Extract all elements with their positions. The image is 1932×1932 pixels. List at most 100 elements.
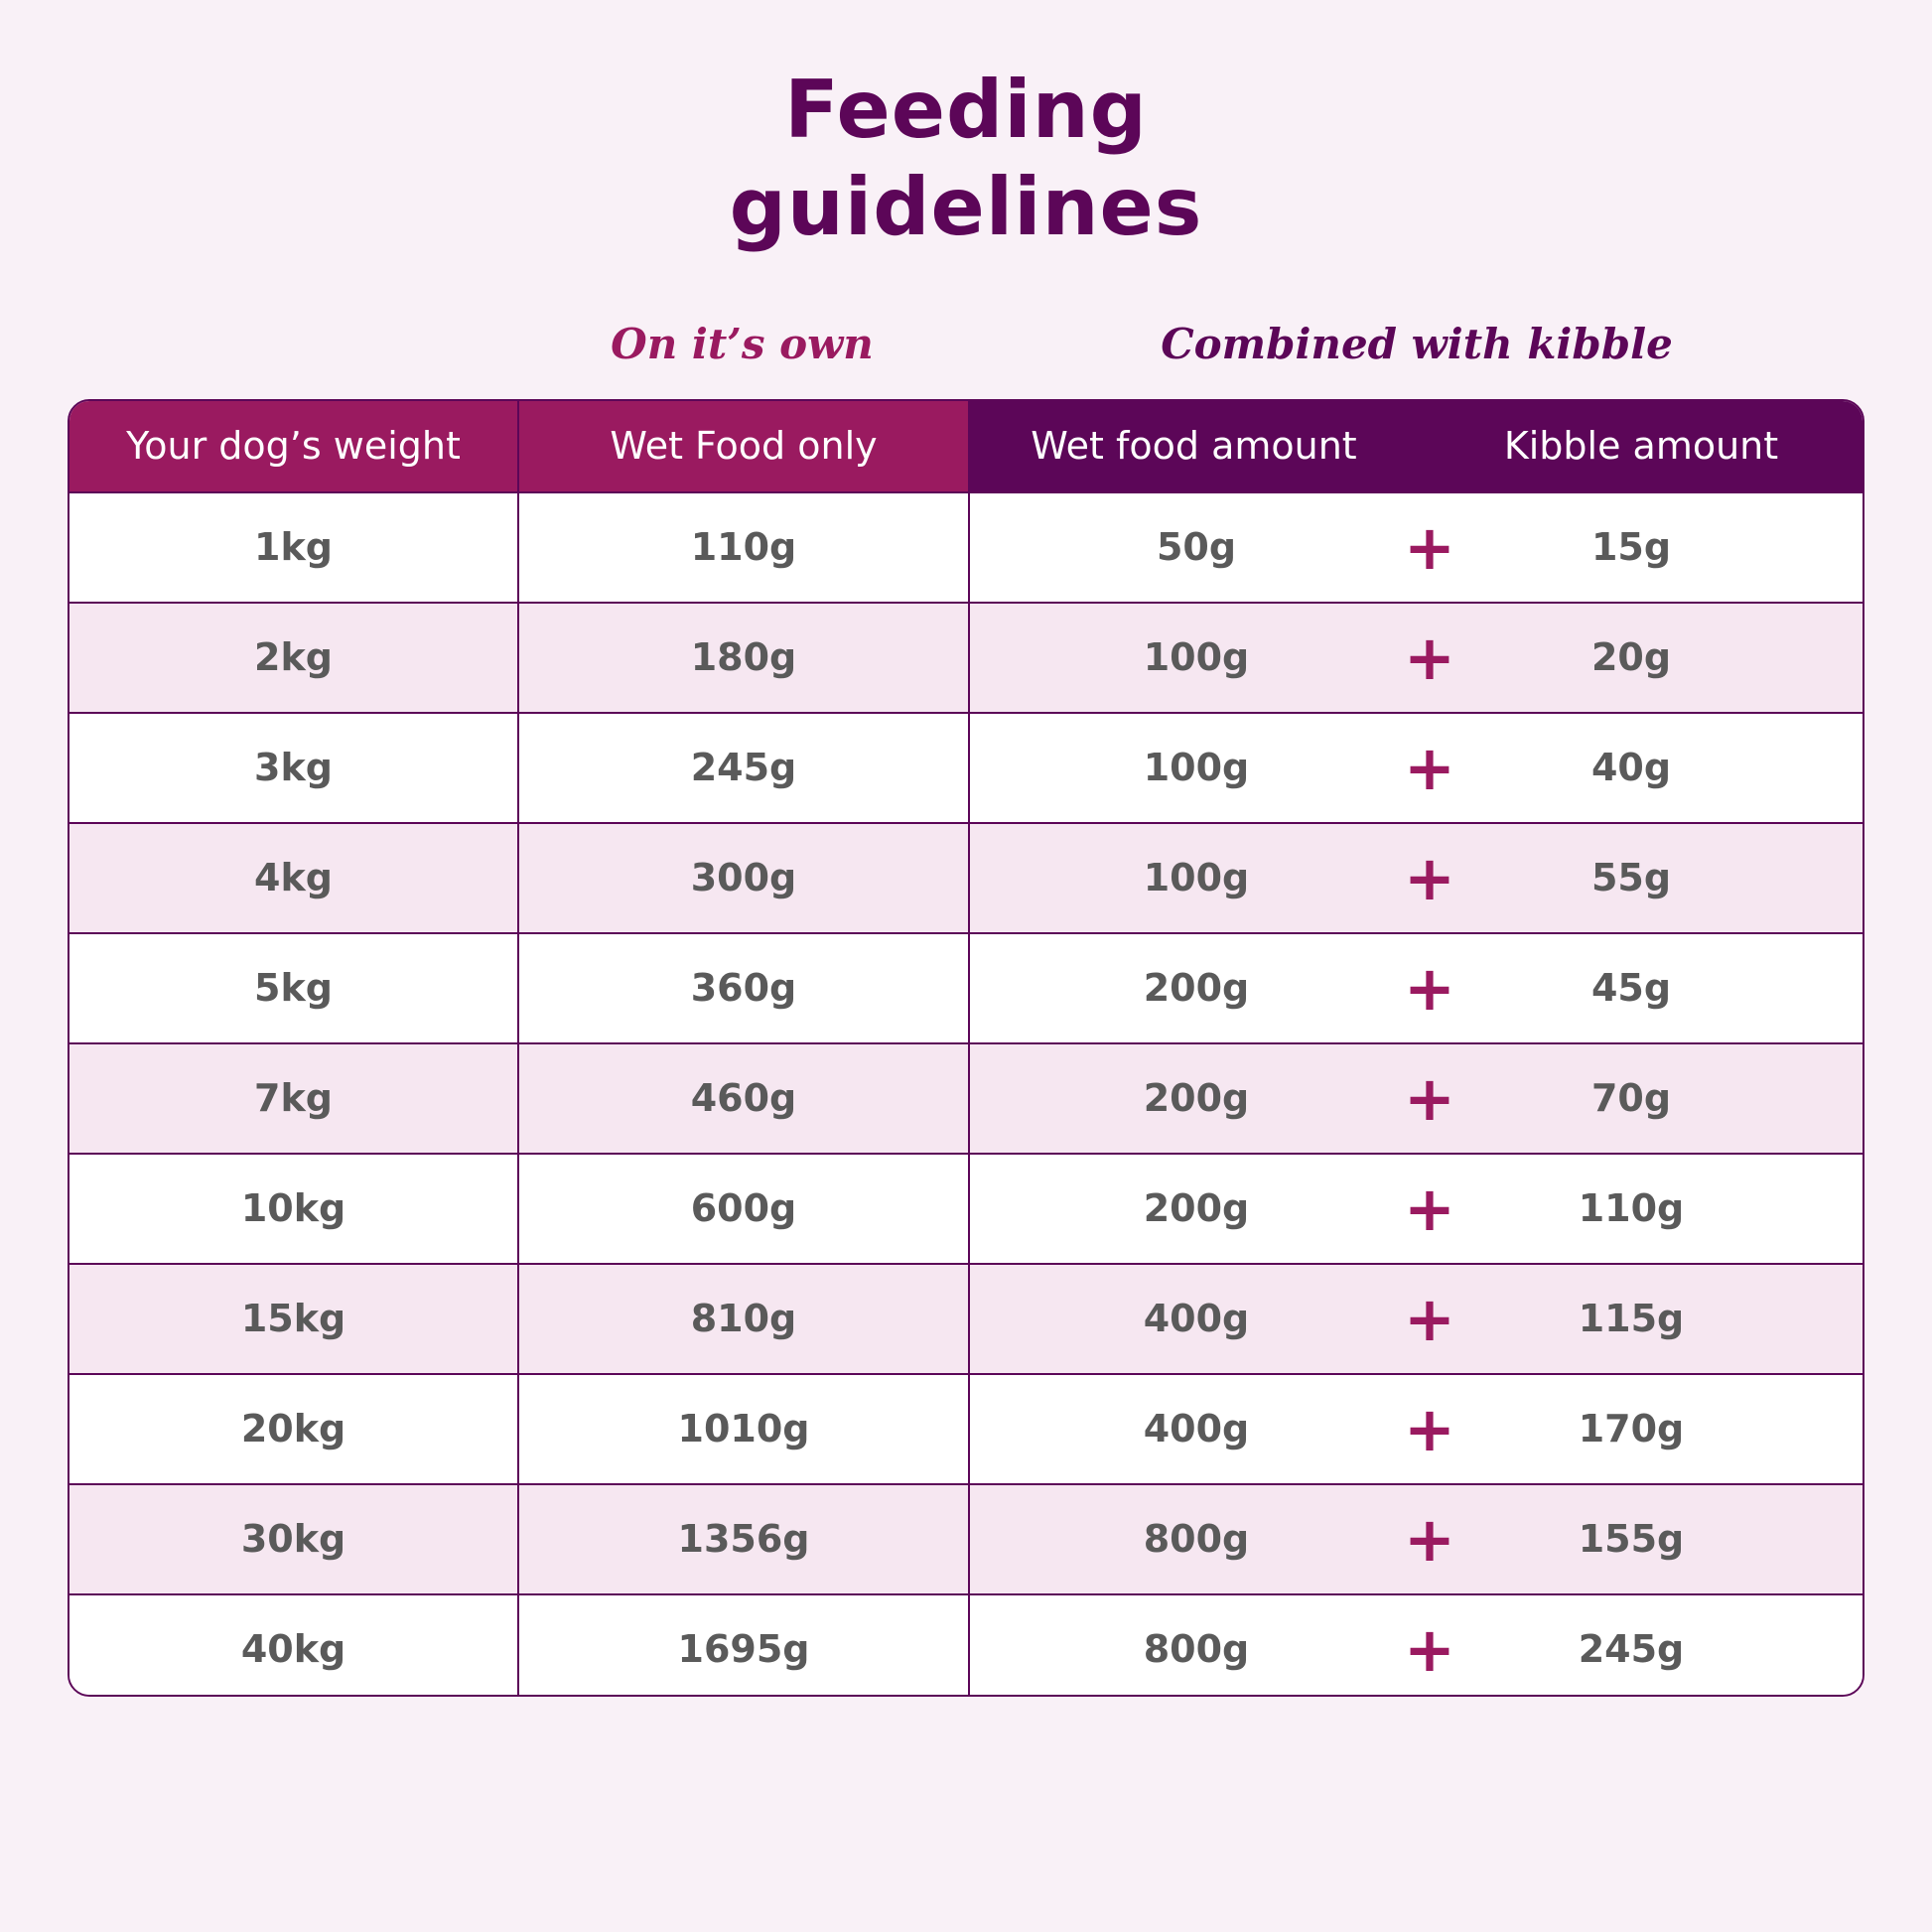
- column-divider: [517, 493, 519, 602]
- cell-wet-food-amount: 50g: [1156, 525, 1237, 569]
- column-divider: [517, 1265, 519, 1373]
- column-divider: [517, 1375, 519, 1483]
- header-kibble-amount: Kibble amount: [1503, 424, 1779, 468]
- cell-wet-food-only: 1695g: [677, 1627, 810, 1671]
- cell-kibble-amount: 245g: [1578, 1627, 1685, 1671]
- header-divider: [517, 401, 519, 491]
- cell-wet-food-only: 300g: [690, 856, 797, 899]
- column-divider: [517, 934, 519, 1042]
- cell-weight: 40kg: [240, 1627, 346, 1671]
- cell-wet-food-only: 810g: [690, 1297, 797, 1340]
- table-row: 5kg 360g 200g +45g: [69, 932, 1863, 1042]
- cell-kibble-amount: 15g: [1590, 525, 1672, 569]
- cell-wet-food-only: 1356g: [677, 1517, 810, 1561]
- cell-kibble-amount: 45g: [1590, 966, 1672, 1010]
- cell-wet-food-amount: 200g: [1143, 966, 1250, 1010]
- column-divider: [517, 604, 519, 712]
- cell-weight: 5kg: [254, 966, 333, 1010]
- cell-weight: 3kg: [254, 746, 333, 789]
- table-row: 2kg 180g 100g +20g: [69, 602, 1863, 712]
- cell-wet-food-amount: 100g: [1143, 746, 1250, 789]
- column-divider: [968, 934, 970, 1042]
- column-divider: [968, 1485, 970, 1593]
- cell-wet-food-amount: 400g: [1143, 1407, 1250, 1450]
- cell-kibble-amount: 155g: [1578, 1517, 1685, 1561]
- plus-icon: +: [1404, 842, 1455, 914]
- page-title: Feeding guidelines: [0, 62, 1932, 256]
- plus-icon: +: [1404, 1062, 1455, 1135]
- cell-wet-food-only: 360g: [690, 966, 797, 1010]
- column-divider: [968, 604, 970, 712]
- plus-icon: +: [1404, 621, 1455, 694]
- cell-wet-food-amount: 100g: [1143, 635, 1250, 679]
- column-divider: [968, 1595, 970, 1695]
- title-line-1: Feeding: [784, 64, 1148, 156]
- header-wet-food-amount: Wet food amount: [1031, 424, 1357, 468]
- cell-kibble-amount: 70g: [1590, 1076, 1672, 1120]
- plus-icon: +: [1404, 732, 1455, 804]
- column-divider: [968, 1044, 970, 1153]
- section-label-combined: Combined with kibble: [1161, 320, 1673, 368]
- cell-weight: 2kg: [254, 635, 333, 679]
- combined-header-background: [968, 401, 1863, 491]
- table-row: 30kg 1356g 800g +155g: [69, 1483, 1863, 1593]
- column-divider: [517, 1155, 519, 1263]
- cell-wet-food-amount: 100g: [1143, 856, 1250, 899]
- cell-wet-food-amount: 800g: [1143, 1517, 1250, 1561]
- title-line-2: guidelines: [729, 161, 1203, 253]
- cell-wet-food-only: 245g: [690, 746, 797, 789]
- column-divider: [968, 1375, 970, 1483]
- cell-weight: 15kg: [240, 1297, 346, 1340]
- cell-wet-food-only: 600g: [690, 1186, 797, 1230]
- cell-kibble-amount: 110g: [1578, 1186, 1685, 1230]
- cell-weight: 4kg: [254, 856, 333, 899]
- column-divider: [517, 1485, 519, 1593]
- cell-wet-food-amount: 800g: [1143, 1627, 1250, 1671]
- cell-weight: 7kg: [254, 1076, 333, 1120]
- section-label-own: On it’s own: [611, 320, 874, 368]
- plus-icon: +: [1404, 1283, 1455, 1355]
- table-row: 10kg 600g 200g +110g: [69, 1153, 1863, 1263]
- cell-kibble-amount: 20g: [1590, 635, 1672, 679]
- cell-kibble-amount: 170g: [1578, 1407, 1685, 1450]
- table-row: 4kg 300g 100g +55g: [69, 822, 1863, 932]
- cell-wet-food-only: 1010g: [677, 1407, 810, 1450]
- cell-wet-food-only: 110g: [690, 525, 797, 569]
- cell-kibble-amount: 115g: [1578, 1297, 1685, 1340]
- table-body: 1kg 110g 50g +15g 2kg 180g 100g +20g 3kg 245g 100g…: [69, 491, 1863, 1695]
- table-row: 15kg 810g 400g +115g: [69, 1263, 1863, 1373]
- cell-kibble-amount: 55g: [1590, 856, 1672, 899]
- cell-weight: 20kg: [240, 1407, 346, 1450]
- header-weight: Your dog’s weight: [69, 401, 517, 491]
- cell-wet-food-only: 180g: [690, 635, 797, 679]
- column-divider: [517, 714, 519, 822]
- cell-wet-food-amount: 400g: [1143, 1297, 1250, 1340]
- table-row: 3kg 245g 100g +40g: [69, 712, 1863, 822]
- column-divider: [517, 824, 519, 932]
- cell-weight: 10kg: [240, 1186, 346, 1230]
- cell-weight: 30kg: [240, 1517, 346, 1561]
- table-header-row: Your dog’s weight Wet Food only Wet food…: [69, 401, 1863, 491]
- cell-wet-food-amount: 200g: [1143, 1076, 1250, 1120]
- column-divider: [968, 714, 970, 822]
- plus-icon: +: [1404, 1173, 1455, 1245]
- plus-icon: +: [1404, 952, 1455, 1025]
- column-divider: [517, 1044, 519, 1153]
- cell-kibble-amount: 40g: [1590, 746, 1672, 789]
- plus-icon: +: [1404, 1613, 1455, 1686]
- table-row: 40kg 1695g 800g +245g: [69, 1593, 1863, 1695]
- column-divider: [517, 1595, 519, 1695]
- plus-icon: +: [1404, 1503, 1455, 1576]
- plus-icon: +: [1404, 1393, 1455, 1465]
- table-row: 7kg 460g 200g +70g: [69, 1042, 1863, 1153]
- plus-icon: +: [1404, 511, 1455, 584]
- table-row: 1kg 110g 50g +15g: [69, 491, 1863, 602]
- cell-wet-food-only: 460g: [690, 1076, 797, 1120]
- column-divider: [968, 824, 970, 932]
- column-divider: [968, 1155, 970, 1263]
- header-wet-food-only: Wet Food only: [519, 401, 968, 491]
- table-row: 20kg 1010g 400g +170g: [69, 1373, 1863, 1483]
- column-divider: [968, 1265, 970, 1373]
- cell-weight: 1kg: [254, 525, 333, 569]
- cell-wet-food-amount: 200g: [1143, 1186, 1250, 1230]
